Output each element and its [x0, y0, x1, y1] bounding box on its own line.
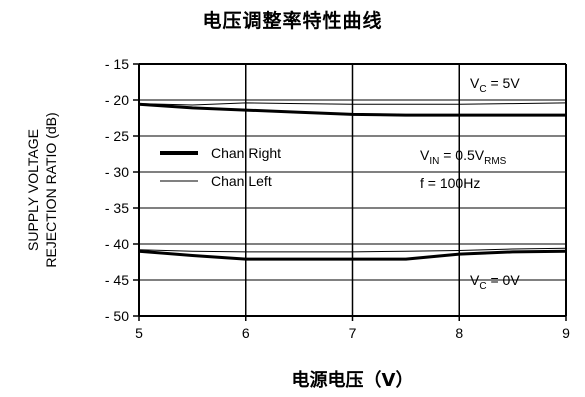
legend-label: Chan Right [211, 145, 281, 161]
series-layer [138, 102, 567, 261]
series-line-chan-left-vc5v [138, 102, 567, 106]
annotation-layer: Chan Right Chan Left VC = 5V VC = 0V VIN = 0… [160, 75, 520, 292]
y-axis-label-line1: SUPPLY VOLTAGE [25, 129, 41, 251]
x-tick-label: 7 [349, 325, 357, 341]
axis-layer [133, 63, 567, 321]
annotation-vin: VIN = 0.5VRMS [420, 147, 507, 167]
label-layer: 5 6 7 8 9 - 15 - 20 - 25 - 30 - 35 - 40 - 45 - 50 [105, 56, 570, 341]
x-axis-label: 电源电压（V） [291, 370, 414, 391]
annotation-vc-5v: VC = 5V [470, 75, 520, 95]
x-tick-label: 8 [455, 325, 463, 341]
y-tick-label: - 25 [105, 128, 129, 144]
annotation-frequency: f = 100Hz [420, 175, 480, 191]
annotation-vc-0v: VC = 0V [470, 272, 520, 292]
series-line-chan-right-vc5v [138, 102, 566, 117]
chart-title: 电压调整率特性曲线 [202, 10, 383, 32]
y-tick-label: - 15 [105, 56, 129, 72]
x-tick-label: 9 [562, 325, 570, 341]
y-tick-label: - 40 [105, 236, 129, 252]
series-line-chan-right-vc0v [138, 249, 567, 261]
y-axis-label-line2: REJECTION RATIO (dB) [43, 112, 59, 267]
y-tick-label: - 35 [105, 200, 129, 216]
y-tick-label: - 50 [105, 308, 129, 324]
y-tick-label: - 20 [105, 92, 129, 108]
series-line-chan-left-vc0v [138, 247, 567, 253]
grid-layer [138, 63, 567, 317]
x-tick-label: 6 [242, 325, 250, 341]
y-tick-label: - 45 [105, 272, 129, 288]
y-tick-label: - 30 [105, 164, 129, 180]
x-tick-label: 5 [135, 325, 143, 341]
legend-label: Chan Left [211, 173, 272, 189]
